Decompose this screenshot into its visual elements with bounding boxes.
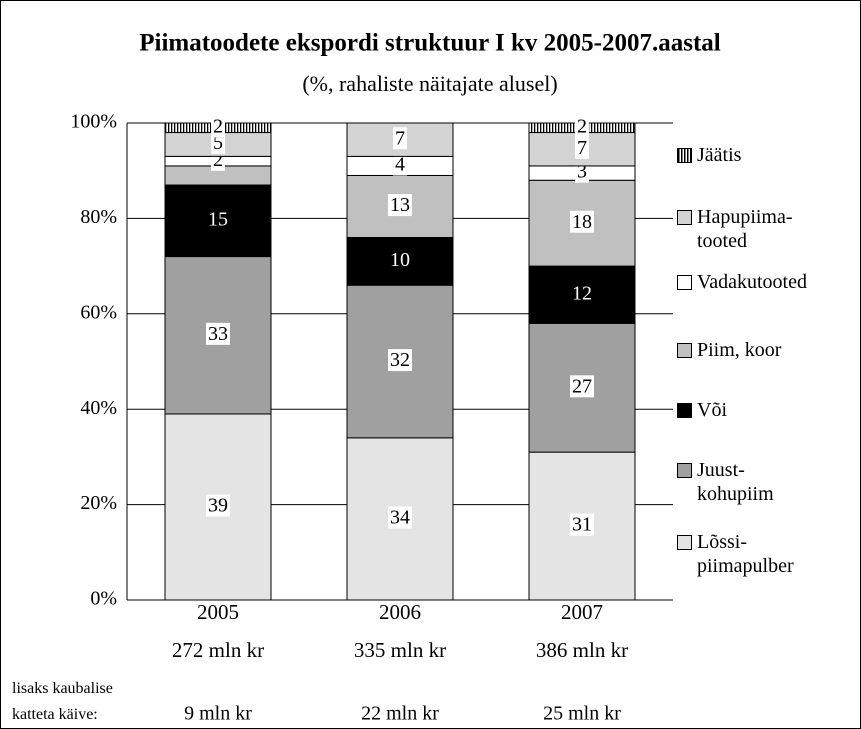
data-label-bg (570, 513, 594, 536)
legend-swatch (677, 343, 692, 358)
data-label-bg (211, 132, 225, 155)
legend-item: Hapupiima- tooted (677, 205, 793, 253)
legend-swatch (677, 148, 692, 163)
y-tick-label: 0% (90, 588, 117, 610)
x-tick-label: 2006 (379, 600, 421, 624)
y-tick-label: 60% (80, 301, 117, 323)
data-label-bg (206, 494, 230, 517)
legend-item: Või (677, 398, 727, 422)
data-label-bg (388, 194, 412, 217)
legend-swatch (677, 210, 692, 225)
legend-item: Jäätis (677, 143, 741, 167)
data-label-bg (575, 115, 589, 138)
x-tick-sublabel: 335 mln kr (354, 638, 446, 662)
data-label: 4 (395, 154, 405, 176)
legend-item: Vadakutooted (677, 270, 807, 294)
data-label-bg (393, 153, 407, 176)
extra-value: 9 mln kr (184, 703, 252, 725)
y-tick-label: 100% (70, 111, 117, 133)
data-label: 5 (213, 132, 223, 154)
chart-title: Piimatoodete ekspordi struktuur I kv 200… (139, 30, 721, 57)
bar-segment (346, 236, 454, 286)
x-tick-label: 2007 (561, 600, 603, 624)
data-label: 18 (572, 211, 592, 233)
data-label: 7 (395, 127, 405, 149)
data-label-bg (570, 210, 594, 233)
data-label: 7 (577, 137, 587, 159)
legend-label: Piim, koor (697, 339, 782, 361)
legend-label: Jäätis (697, 144, 742, 166)
data-label: 10 (390, 249, 410, 271)
data-label: 27 (572, 375, 592, 397)
data-label-bg (575, 136, 589, 159)
bar-segment (346, 437, 454, 601)
bar-segment (164, 184, 272, 258)
data-label: 32 (390, 349, 410, 371)
data-label: 3 (577, 161, 587, 183)
legend-label: Lõssi- piimapulber (697, 531, 794, 577)
x-tick-label: 2005 (197, 600, 239, 624)
legend-label: Hapupiima- tooted (697, 206, 793, 252)
legend-swatch (677, 275, 692, 290)
extra-value: 22 mln kr (361, 703, 439, 725)
legend-label: Või (697, 399, 727, 421)
extra-value: 25 mln kr (543, 703, 621, 725)
extra-label: lisaks kaubalise katteta käive: (12, 680, 113, 723)
data-label-bg (388, 506, 412, 529)
legend-label: Vadakutooted (697, 271, 807, 293)
legend-swatch (677, 535, 692, 550)
legend-item: Lõssi- piimapulber (677, 530, 794, 578)
data-label: 31 (572, 514, 592, 536)
legend-item: Juust- kohupiim (677, 458, 774, 506)
data-label: 2 (577, 115, 587, 137)
legend-label: Juust- kohupiim (697, 459, 774, 505)
legend-swatch (677, 463, 692, 478)
data-label: 34 (390, 507, 410, 529)
legend-item: Piim, koor (677, 338, 781, 362)
data-label: 33 (208, 323, 228, 345)
data-label: 2 (213, 115, 223, 137)
legend-swatch (677, 403, 692, 418)
data-label: 2 (213, 149, 223, 171)
data-label-bg (211, 115, 225, 138)
y-tick-label: 40% (80, 397, 117, 419)
data-label-bg (393, 127, 407, 150)
data-label-bg (206, 322, 230, 345)
data-label-bg (570, 375, 594, 398)
data-label: 39 (208, 495, 228, 517)
x-tick-sublabel: 386 mln kr (536, 638, 628, 662)
x-tick-sublabel: 272 mln kr (172, 638, 264, 662)
data-label-bg (388, 349, 412, 372)
data-label: 15 (208, 208, 228, 230)
y-tick-label: 80% (80, 206, 117, 228)
y-tick-label: 20% (80, 492, 117, 514)
data-label: 13 (390, 194, 410, 216)
chart-subtitle: (%, rahaliste näitajate alusel) (302, 71, 557, 96)
data-label: 12 (572, 282, 592, 304)
